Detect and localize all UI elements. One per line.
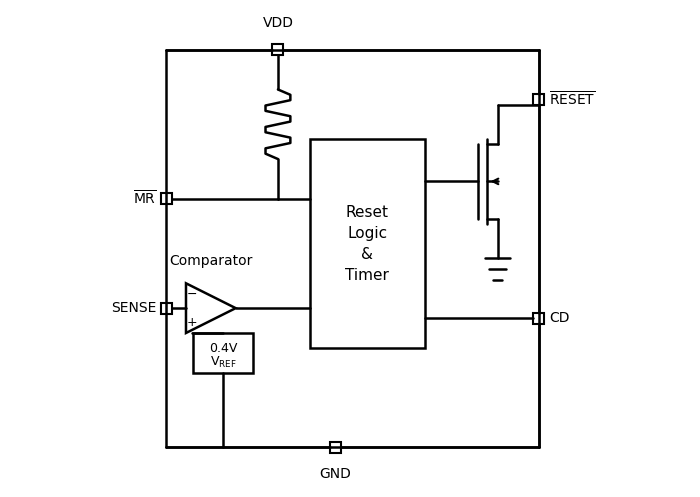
Text: VDD: VDD — [262, 16, 293, 30]
Text: $\overline{\mathrm{RESET}}$: $\overline{\mathrm{RESET}}$ — [550, 90, 596, 108]
Text: Comparator: Comparator — [169, 254, 253, 268]
Text: CD: CD — [550, 311, 570, 325]
Bar — [533, 94, 545, 105]
Bar — [160, 193, 172, 204]
Text: Reset
Logic
&
Timer: Reset Logic & Timer — [346, 205, 389, 282]
Text: +: + — [187, 316, 197, 329]
Bar — [193, 333, 253, 373]
Bar — [310, 139, 424, 348]
Bar — [272, 44, 284, 55]
Bar — [330, 442, 341, 453]
Text: −: − — [187, 288, 197, 301]
Bar — [160, 303, 172, 314]
Text: $\mathrm{V_{REF}}$: $\mathrm{V_{REF}}$ — [210, 355, 237, 370]
Text: 0.4V: 0.4V — [209, 341, 237, 354]
Text: $\overline{\mathrm{MR}}$: $\overline{\mathrm{MR}}$ — [132, 190, 156, 208]
Text: GND: GND — [319, 467, 351, 481]
Text: SENSE: SENSE — [111, 301, 156, 315]
Bar — [533, 313, 545, 324]
Polygon shape — [186, 283, 236, 333]
